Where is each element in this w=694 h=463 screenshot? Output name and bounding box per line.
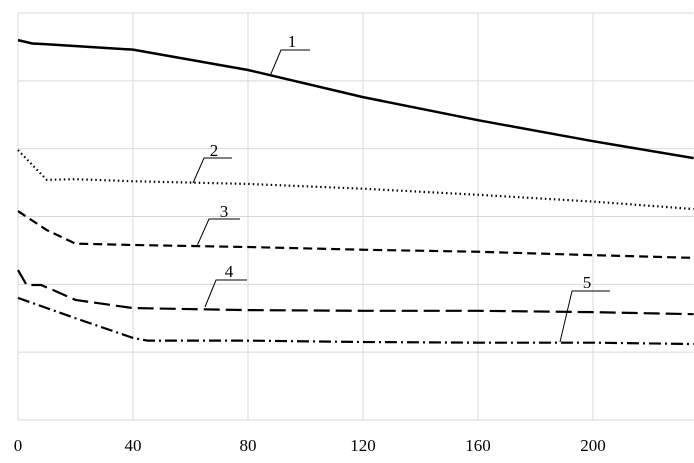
leader-line	[269, 49, 310, 77]
leader-line	[192, 157, 232, 184]
series-label: 4	[225, 262, 234, 281]
x-tick-label: 200	[580, 436, 606, 455]
x-tick-label: 160	[465, 436, 491, 455]
x-tick-label: 40	[125, 436, 142, 455]
x-tick-label: 120	[350, 436, 376, 455]
series-line	[17, 269, 694, 316]
series-line	[17, 296, 694, 346]
x-tick-label: 0	[14, 436, 23, 455]
leader-line	[204, 279, 247, 308]
series-line	[17, 38, 694, 160]
series-label: 5	[583, 273, 592, 292]
series-label: 3	[220, 202, 229, 221]
series-line	[17, 149, 694, 211]
leader-line	[196, 218, 240, 247]
leader-line	[559, 290, 610, 343]
x-tick-label: 80	[240, 436, 257, 455]
series-label: 1	[288, 32, 297, 51]
series-line	[17, 210, 694, 259]
series-label: 2	[210, 141, 219, 160]
